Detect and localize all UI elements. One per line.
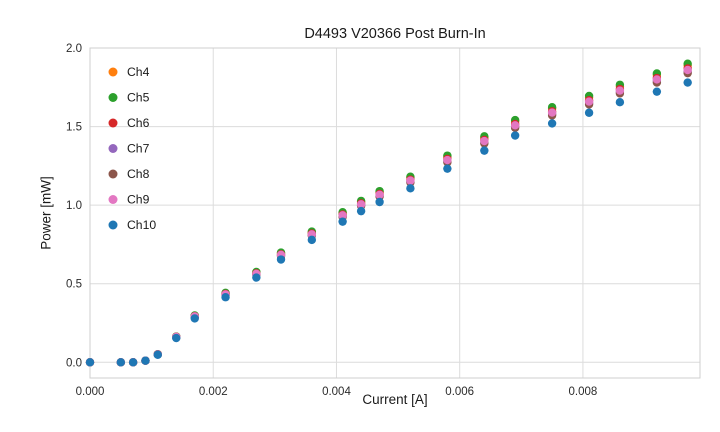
legend-marker-ch8 — [108, 169, 118, 179]
data-point-ch10 — [116, 358, 126, 367]
data-point-ch9 — [652, 75, 662, 84]
y-tick-label: 2.0 — [66, 43, 82, 55]
y-tick-label: 1.0 — [66, 200, 82, 212]
data-point-ch10 — [652, 87, 662, 96]
data-point-ch10 — [356, 206, 366, 216]
data-point-ch10 — [584, 108, 594, 117]
data-point-ch10 — [221, 293, 230, 302]
data-point-ch10 — [307, 235, 317, 245]
data-point-ch9 — [683, 65, 692, 75]
legend-marker-ch4 — [108, 67, 118, 77]
data-point-ch10 — [141, 356, 150, 365]
data-point-ch10 — [252, 273, 261, 282]
data-point-ch9 — [356, 200, 366, 209]
data-point-ch9 — [375, 190, 384, 199]
x-tick-label: 0.000 — [76, 386, 105, 398]
legend-marker-ch5 — [108, 93, 118, 102]
y-tick-label: 0.0 — [66, 357, 82, 369]
legend-marker-ch10 — [108, 220, 118, 230]
data-point-ch9 — [338, 211, 347, 220]
data-point-ch10 — [338, 217, 347, 226]
x-tick-label: 0.004 — [322, 386, 351, 398]
data-point-ch9 — [406, 176, 415, 185]
data-point-ch9 — [480, 136, 489, 146]
data-point-ch10 — [276, 255, 286, 264]
legend-label-ch9: Ch9 — [127, 193, 150, 207]
data-point-ch9 — [443, 155, 452, 165]
x-tick-label: 0.006 — [445, 386, 474, 398]
legend-label-ch7: Ch7 — [127, 142, 150, 156]
x-tick-label: 0.002 — [199, 386, 228, 398]
data-point-ch10 — [615, 98, 625, 107]
data-point-ch9 — [510, 121, 520, 130]
y-axis-label: Power [mW] — [38, 176, 54, 250]
x-axis-label: Current [A] — [362, 392, 428, 407]
data-point-ch10 — [683, 78, 692, 87]
data-point-ch10 — [128, 358, 138, 367]
legend-label-ch10: Ch10 — [127, 218, 156, 232]
data-point-ch10 — [547, 119, 557, 128]
data-point-ch9 — [615, 86, 625, 95]
data-point-ch10 — [190, 314, 199, 323]
legend-marker-ch6 — [108, 118, 118, 128]
data-point-ch9 — [584, 97, 594, 106]
legend-label-ch4: Ch4 — [127, 65, 150, 79]
legend-label-ch8: Ch8 — [127, 167, 150, 181]
y-tick-label: 0.5 — [66, 279, 82, 291]
data-point-ch10 — [480, 146, 489, 155]
data-point-ch10 — [85, 358, 95, 367]
data-point-ch9 — [547, 108, 557, 117]
chart-title: D4493 V20366 Post Burn-In — [304, 26, 486, 42]
legend-marker-ch9 — [108, 195, 118, 204]
data-point-ch10 — [153, 350, 162, 359]
data-point-ch10 — [510, 131, 520, 140]
axes-border — [89, 47, 701, 379]
data-point-ch10 — [443, 164, 452, 173]
x-tick-label: 0.008 — [569, 386, 598, 398]
data-point-ch10 — [375, 197, 384, 207]
legend-label-ch5: Ch5 — [127, 91, 150, 105]
y-tick-label: 1.5 — [66, 122, 82, 134]
data-point-ch10 — [406, 184, 415, 193]
legend-label-ch6: Ch6 — [127, 116, 150, 130]
legend-marker-ch7 — [108, 144, 118, 153]
data-point-ch10 — [172, 333, 181, 343]
